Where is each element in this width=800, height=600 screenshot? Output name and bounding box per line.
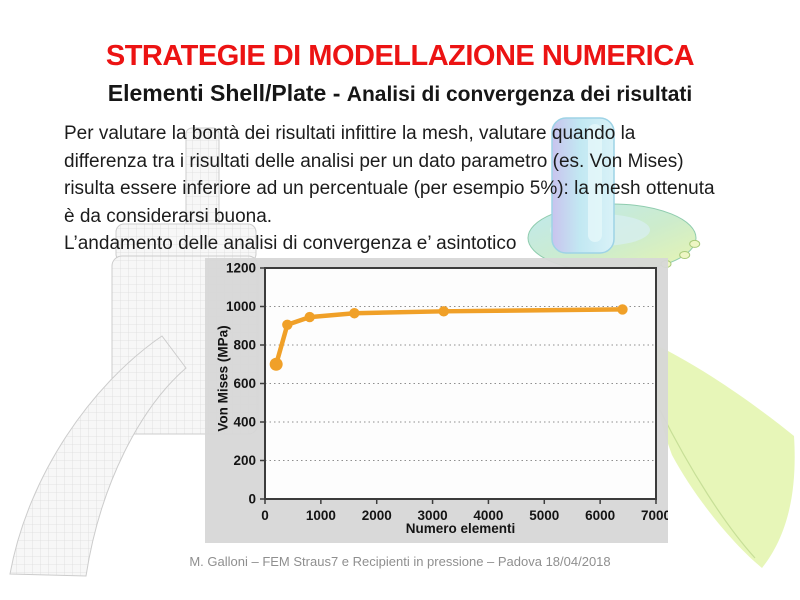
data-point — [304, 311, 315, 323]
footer-credit: M. Galloni – FEM Straus7 e Recipienti in… — [189, 554, 611, 569]
x-tick-label: 3000 — [418, 508, 448, 523]
body-line: differenza tra i risultati delle analisi… — [64, 150, 684, 172]
x-tick-label: 5000 — [529, 508, 559, 523]
fem-shell — [650, 342, 795, 568]
plot-area — [265, 268, 656, 499]
data-line — [273, 307, 625, 367]
wireframe-shell — [9, 335, 187, 577]
body-line: Per valutare la bontà dei risultati infi… — [64, 123, 636, 144]
y-tick-label: 1000 — [226, 299, 256, 314]
x-tick-label: 6000 — [585, 508, 615, 523]
y-axis-label: Von Mises (MPa) — [215, 325, 231, 432]
x-tick-label: 4000 — [473, 508, 503, 523]
data-point — [282, 319, 293, 330]
y-tick-label: 0 — [248, 492, 256, 507]
body-line: L’andamento delle analisi di convergenza… — [64, 233, 517, 254]
subtitle-secondary: Analisi di convergenza dei risultati — [346, 83, 693, 106]
y-tick-label: 400 — [233, 415, 256, 430]
body-line: risulta essere inferiore ad un percentua… — [64, 178, 715, 199]
x-tick-label: 7000 — [641, 508, 668, 523]
body-line: è da considerarsi buona. — [64, 205, 273, 227]
x-axis-label: Numero elementi — [405, 521, 516, 536]
data-point — [617, 304, 628, 315]
data-point — [269, 357, 283, 371]
slide-title: STRATEGIE DI MODELLAZIONE NUMERICA — [105, 40, 695, 72]
body-paragraph: Per valutare la bontà dei risultati infi… — [64, 120, 754, 258]
y-tick-label: 800 — [233, 338, 256, 353]
x-tick-label: 2000 — [362, 508, 392, 523]
y-tick-label: 200 — [233, 453, 256, 468]
x-tick-label: 1000 — [306, 508, 336, 523]
data-point — [349, 308, 360, 319]
convergence-chart: 0 200 400 600 800 1000 1200 0 1000 2000 3000 4000 50… — [205, 258, 668, 543]
slide-subtitle: Elementi Shell/Plate - Analisi di conver… — [0, 80, 800, 108]
fem-shell-edge — [659, 409, 756, 559]
y-tick-label: 1200 — [226, 261, 256, 276]
y-tick-label: 600 — [233, 376, 256, 391]
subtitle-main: Elementi Shell/Plate - — [107, 80, 347, 106]
data-point — [438, 306, 449, 317]
x-tick-label: 0 — [261, 508, 269, 523]
fem-nozzle-highlight — [588, 124, 602, 242]
convergence-chart-plot: 0 200 400 600 800 1000 1200 0 1000 2000 3000 4000 50… — [226, 261, 668, 524]
